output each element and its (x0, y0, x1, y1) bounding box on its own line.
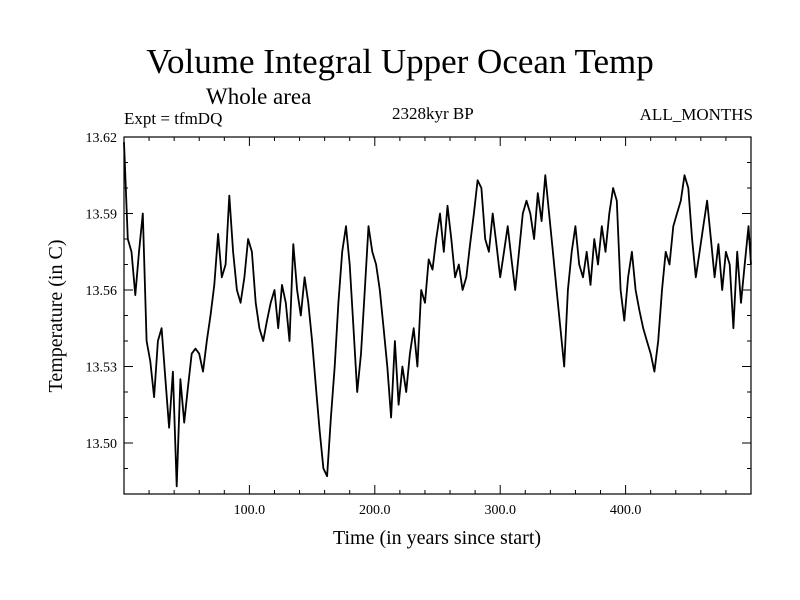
y-tick-label: 13.62 (86, 131, 118, 146)
axis-ticks (124, 136, 751, 495)
x-tick-label: 100.0 (234, 503, 266, 518)
months-label: ALL_MONTHS (639, 105, 753, 124)
period-label: 2328kyr BP (392, 104, 474, 123)
y-axis-title: Temperature (in C) (45, 240, 67, 393)
experiment-label: Expt = tfmDQ (124, 109, 223, 128)
y-tick-label: 13.56 (86, 284, 118, 299)
y-tick-label: 13.53 (86, 361, 118, 376)
tick-labels: 100.0 200.0 300.0 400.0 13.50 13.53 13.56 13.59… (86, 131, 642, 518)
x-tick-label: 400.0 (610, 503, 642, 518)
y-tick-label: 13.50 (86, 437, 118, 452)
x-tick-label: 200.0 (359, 503, 391, 518)
plot-frame (123, 136, 752, 495)
chart-title: Volume Integral Upper Ocean Temp (146, 42, 654, 81)
x-tick-label: 300.0 (484, 503, 516, 518)
x-axis-title: Time (in years since start) (333, 527, 541, 549)
chart-subtitle: Whole area (206, 84, 312, 109)
y-tick-label: 13.59 (86, 208, 118, 223)
series-line (123, 142, 752, 488)
